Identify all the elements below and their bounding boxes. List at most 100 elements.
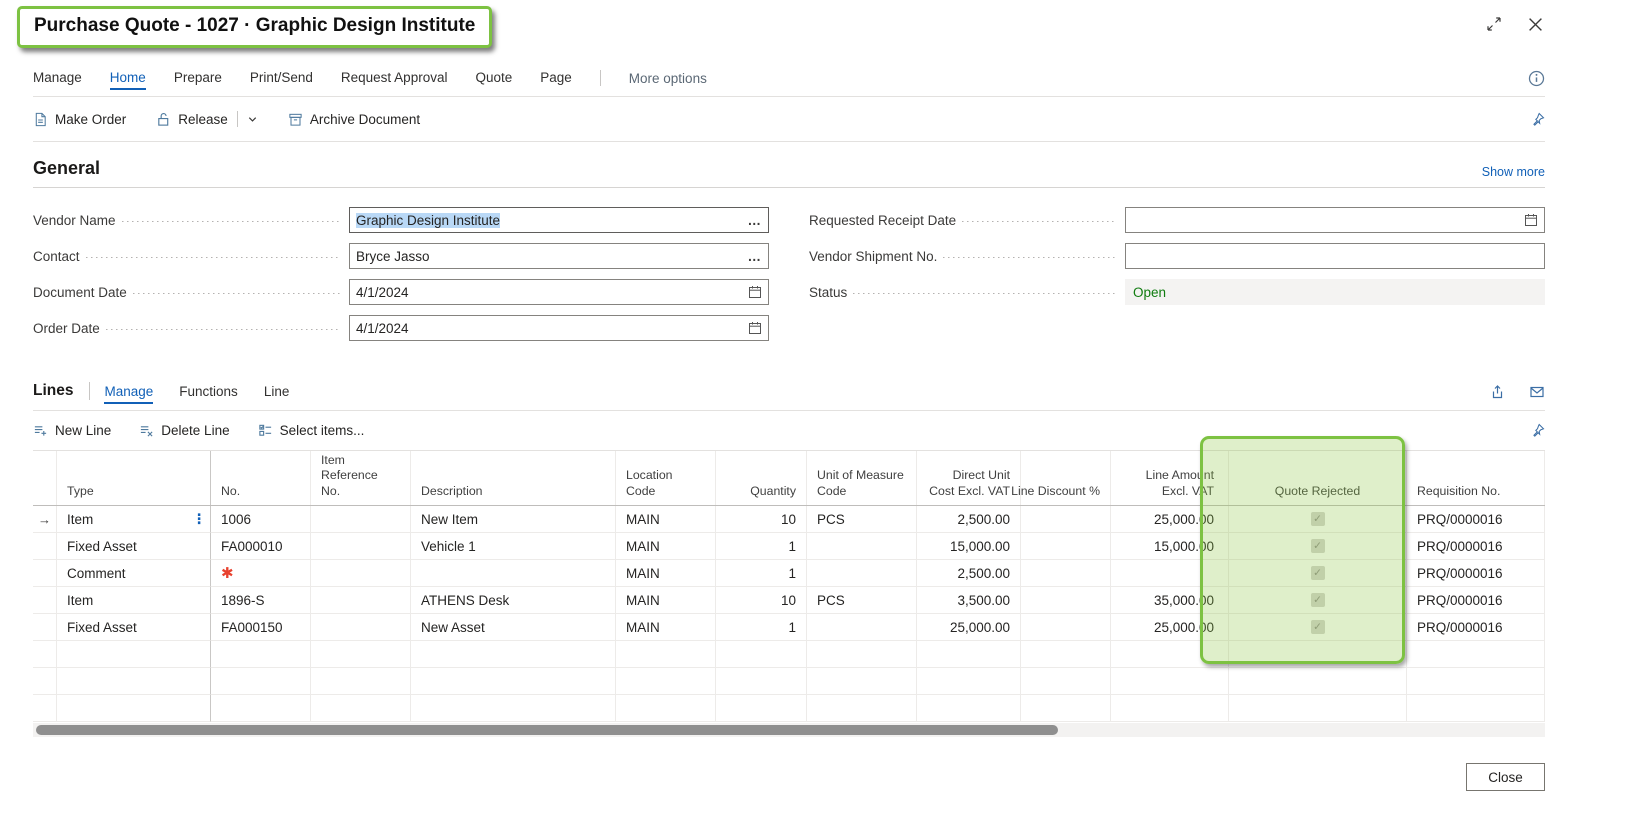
column-header-quote-rejected[interactable]: Quote Rejected: [1229, 451, 1407, 505]
cell-no[interactable]: 1006: [211, 506, 311, 533]
table-row-empty[interactable]: [33, 695, 1545, 722]
cell-line-discount[interactable]: [1021, 614, 1111, 641]
table-row[interactable]: → Item ⋮ 1006 New Item MAIN 10 PCS 2,500.00 25,00…: [33, 506, 1545, 533]
tab-prepare[interactable]: Prepare: [173, 70, 222, 85]
cell-requisition[interactable]: PRQ/0000016: [1407, 587, 1545, 614]
lines-tab-functions[interactable]: Functions: [179, 384, 238, 399]
vendor-name-input[interactable]: Graphic Design Institute …: [349, 207, 769, 233]
cell-requisition[interactable]: [1407, 641, 1545, 668]
column-header-item-ref[interactable]: Item Reference No.: [311, 451, 411, 505]
column-header-description[interactable]: Description: [411, 451, 616, 505]
cell-quote-rejected[interactable]: ✓: [1229, 560, 1407, 587]
cell-description[interactable]: ATHENS Desk: [411, 587, 616, 614]
vendor-name-assist-edit-button[interactable]: …: [747, 212, 762, 228]
cell-line-discount[interactable]: [1021, 560, 1111, 587]
cell-quote-rejected[interactable]: [1229, 668, 1407, 695]
cell-quote-rejected[interactable]: [1229, 641, 1407, 668]
vendor-shipment-no-input[interactable]: [1125, 243, 1545, 269]
cell-unit-cost[interactable]: 2,500.00: [917, 506, 1021, 533]
document-date-input[interactable]: 4/1/2024: [349, 279, 769, 305]
cell-uom[interactable]: [807, 641, 917, 668]
cell-line-amount[interactable]: [1111, 560, 1229, 587]
restore-window-icon[interactable]: [1486, 16, 1502, 32]
more-options-button[interactable]: More options: [628, 71, 707, 86]
cell-uom[interactable]: [807, 614, 917, 641]
calendar-icon[interactable]: [1524, 213, 1538, 227]
info-icon[interactable]: [1528, 70, 1545, 87]
row-options-icon[interactable]: ⋮: [192, 510, 206, 527]
pin-icon[interactable]: [1530, 112, 1545, 127]
new-line-button[interactable]: New Line: [33, 423, 111, 438]
cell-unit-cost[interactable]: 25,000.00: [917, 614, 1021, 641]
cell-location[interactable]: MAIN: [616, 614, 716, 641]
cell-line-amount[interactable]: [1111, 668, 1229, 695]
share-icon[interactable]: [1489, 384, 1505, 400]
cell-line-discount[interactable]: [1021, 668, 1111, 695]
cell-quantity[interactable]: 1: [716, 560, 807, 587]
cell-location[interactable]: [616, 695, 716, 722]
show-more-link[interactable]: Show more: [1481, 165, 1545, 179]
cell-quote-rejected[interactable]: ✓: [1229, 587, 1407, 614]
cell-requisition[interactable]: PRQ/0000016: [1407, 506, 1545, 533]
cell-unit-cost[interactable]: 15,000.00: [917, 533, 1021, 560]
cell-line-amount[interactable]: 25,000.00: [1111, 614, 1229, 641]
tab-manage[interactable]: Manage: [33, 70, 82, 85]
cell-no[interactable]: [211, 668, 311, 695]
cell-line-amount[interactable]: 25,000.00: [1111, 506, 1229, 533]
cell-no[interactable]: FA000150: [211, 614, 311, 641]
cell-description[interactable]: [411, 668, 616, 695]
cell-type[interactable]: Comment: [57, 560, 211, 587]
cell-type[interactable]: [57, 695, 211, 722]
table-row-empty[interactable]: [33, 641, 1545, 668]
cell-quote-rejected[interactable]: ✓: [1229, 533, 1407, 560]
cell-location[interactable]: [616, 668, 716, 695]
delete-line-button[interactable]: Delete Line: [139, 423, 230, 438]
cell-uom[interactable]: [807, 695, 917, 722]
column-header-requisition[interactable]: Requisition No.: [1407, 451, 1545, 505]
table-row[interactable]: Fixed Asset FA000010 Vehicle 1 MAIN 1 15,000.…: [33, 533, 1545, 560]
cell-type[interactable]: [57, 668, 211, 695]
cell-quantity[interactable]: 10: [716, 587, 807, 614]
cell-location[interactable]: [616, 641, 716, 668]
column-header-unit-cost[interactable]: Direct Unit Cost Excl. VAT: [917, 451, 1021, 505]
cell-unit-cost[interactable]: 2,500.00: [917, 560, 1021, 587]
cell-description[interactable]: [411, 560, 616, 587]
cell-quantity[interactable]: 1: [716, 533, 807, 560]
cell-line-discount[interactable]: [1021, 695, 1111, 722]
tab-home[interactable]: Home: [109, 66, 146, 90]
cell-item-ref[interactable]: [311, 506, 411, 533]
cell-quote-rejected[interactable]: ✓: [1229, 614, 1407, 641]
cell-no[interactable]: ✱: [211, 560, 311, 587]
cell-description[interactable]: [411, 641, 616, 668]
cell-quantity[interactable]: 10: [716, 506, 807, 533]
archive-document-button[interactable]: Archive Document: [288, 112, 420, 127]
cell-line-discount[interactable]: [1021, 587, 1111, 614]
cell-location[interactable]: MAIN: [616, 506, 716, 533]
cell-no[interactable]: [211, 695, 311, 722]
cell-uom[interactable]: PCS: [807, 587, 917, 614]
cell-description[interactable]: [411, 695, 616, 722]
scrollbar-thumb[interactable]: [36, 725, 1058, 735]
cell-location[interactable]: MAIN: [616, 587, 716, 614]
select-items-button[interactable]: Select items...: [258, 423, 364, 438]
tab-quote[interactable]: Quote: [475, 70, 513, 85]
lines-tab-line[interactable]: Line: [263, 384, 290, 399]
cell-type[interactable]: Item: [57, 587, 211, 614]
cell-quote-rejected[interactable]: ✓: [1229, 506, 1407, 533]
make-order-button[interactable]: Make Order: [33, 112, 126, 127]
column-header-quantity[interactable]: Quantity: [716, 451, 807, 505]
contact-assist-edit-button[interactable]: …: [747, 248, 762, 264]
horizontal-scrollbar[interactable]: [33, 723, 1545, 737]
tab-page[interactable]: Page: [540, 70, 572, 85]
cell-line-discount[interactable]: [1021, 533, 1111, 560]
cell-unit-cost[interactable]: [917, 695, 1021, 722]
column-header-uom[interactable]: Unit of Measure Code: [807, 451, 917, 505]
close-icon[interactable]: [1528, 17, 1543, 32]
close-button[interactable]: Close: [1466, 763, 1545, 791]
cell-item-ref[interactable]: [311, 695, 411, 722]
cell-no[interactable]: [211, 641, 311, 668]
cell-unit-cost[interactable]: [917, 668, 1021, 695]
cell-requisition[interactable]: [1407, 695, 1545, 722]
table-row-empty[interactable]: [33, 668, 1545, 695]
cell-quantity[interactable]: 1: [716, 614, 807, 641]
